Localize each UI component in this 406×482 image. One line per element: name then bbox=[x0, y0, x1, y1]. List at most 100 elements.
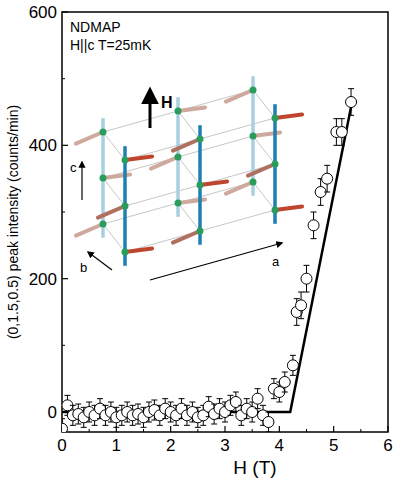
inset: Hc b a bbox=[70, 76, 302, 280]
error-cap bbox=[265, 412, 271, 413]
error-cap bbox=[173, 425, 179, 426]
y-tick bbox=[62, 145, 68, 146]
error-cap bbox=[227, 395, 233, 396]
error-cap bbox=[119, 405, 125, 406]
error-cap bbox=[294, 325, 300, 326]
x-minor-tick bbox=[89, 429, 90, 432]
error-cap bbox=[255, 408, 261, 409]
spin-site bbox=[175, 200, 182, 207]
x-minor-tick bbox=[306, 429, 307, 432]
y-minor-tick bbox=[62, 212, 65, 213]
spin-site bbox=[100, 129, 107, 136]
data-point bbox=[252, 393, 263, 404]
error-cap bbox=[249, 422, 255, 423]
spin-site bbox=[272, 115, 279, 122]
error-cap bbox=[311, 238, 317, 239]
error-cap bbox=[184, 405, 190, 406]
error-cap bbox=[333, 145, 339, 146]
error-cap bbox=[271, 378, 277, 379]
error-cap bbox=[348, 88, 354, 89]
spin-site bbox=[122, 203, 129, 210]
b-arrow bbox=[88, 252, 112, 270]
spin-arrow bbox=[226, 90, 253, 102]
data-point bbox=[301, 273, 312, 284]
error-cap bbox=[102, 425, 108, 426]
error-cap bbox=[86, 402, 92, 403]
error-cap bbox=[62, 418, 65, 419]
lattice-line bbox=[178, 203, 200, 231]
spin-site bbox=[100, 221, 107, 228]
error-cap bbox=[304, 265, 310, 266]
spin-arrow bbox=[76, 132, 103, 144]
error-cap bbox=[290, 355, 296, 356]
error-cap bbox=[124, 402, 130, 403]
b-label: b bbox=[80, 260, 87, 275]
data-point bbox=[296, 300, 307, 311]
y-minor-tick bbox=[62, 78, 65, 79]
error-cap bbox=[195, 427, 201, 428]
error-cap bbox=[162, 398, 168, 399]
data-point bbox=[287, 360, 298, 371]
lattice-line bbox=[178, 111, 200, 139]
error-cap bbox=[290, 375, 296, 376]
error-cap bbox=[130, 425, 136, 426]
y-tick-label: 400 bbox=[29, 136, 57, 155]
subtitle: H||c T=25mK bbox=[70, 37, 152, 53]
data-point bbox=[346, 97, 357, 108]
spin-site bbox=[197, 228, 204, 235]
x-tick-label: 5 bbox=[329, 436, 338, 455]
error-cap bbox=[70, 405, 76, 406]
lattice-plane bbox=[103, 182, 275, 252]
title: NDMAP bbox=[70, 19, 121, 35]
error-cap bbox=[108, 402, 114, 403]
error-cap bbox=[222, 422, 228, 423]
x-tick bbox=[333, 426, 334, 432]
error-cap bbox=[217, 418, 223, 419]
error-cap bbox=[86, 422, 92, 423]
data-point bbox=[263, 417, 274, 428]
x-tick-label: 4 bbox=[275, 436, 284, 455]
error-cap bbox=[97, 398, 103, 399]
error-cap bbox=[151, 400, 157, 401]
error-cap bbox=[206, 396, 212, 397]
y-tick-label: 200 bbox=[29, 270, 57, 289]
spin-arrow bbox=[125, 156, 152, 160]
error-cap bbox=[157, 425, 163, 426]
spin-arrow bbox=[275, 114, 302, 118]
x-tick-label: 6 bbox=[383, 436, 392, 455]
c-arrow bbox=[81, 162, 82, 200]
error-cap bbox=[141, 427, 147, 428]
data-point bbox=[322, 173, 333, 184]
data-point bbox=[230, 397, 241, 408]
error-cap bbox=[324, 192, 330, 193]
error-cap bbox=[265, 432, 271, 433]
error-cap bbox=[168, 422, 174, 423]
field-label: H bbox=[161, 94, 173, 111]
spin-arrow bbox=[248, 164, 275, 176]
error-cap bbox=[282, 392, 288, 393]
lattice-plane bbox=[103, 90, 275, 160]
spin-arrow bbox=[151, 157, 178, 169]
error-cap bbox=[304, 292, 310, 293]
spin-site bbox=[197, 136, 204, 143]
a-label: a bbox=[272, 254, 280, 269]
spin-site bbox=[250, 179, 257, 186]
x-tick-label: 2 bbox=[166, 436, 175, 455]
spin-arrow bbox=[275, 206, 302, 210]
data-point bbox=[247, 407, 258, 418]
error-cap bbox=[348, 115, 354, 116]
error-cap bbox=[233, 392, 239, 393]
spin-site bbox=[122, 157, 129, 164]
error-cap bbox=[119, 425, 125, 426]
x-minor-tick bbox=[197, 429, 198, 432]
error-cap bbox=[227, 415, 233, 416]
y-axis-title: (0,1.5,0.5) peak intensity (counts/min) bbox=[5, 105, 21, 339]
error-cap bbox=[217, 398, 223, 399]
c-label: c bbox=[70, 160, 77, 175]
error-cap bbox=[318, 205, 324, 206]
spin-site bbox=[250, 87, 257, 94]
x-tick-label: 3 bbox=[220, 436, 229, 455]
error-cap bbox=[113, 427, 119, 428]
spin-site bbox=[197, 182, 204, 189]
error-cap bbox=[271, 398, 277, 399]
